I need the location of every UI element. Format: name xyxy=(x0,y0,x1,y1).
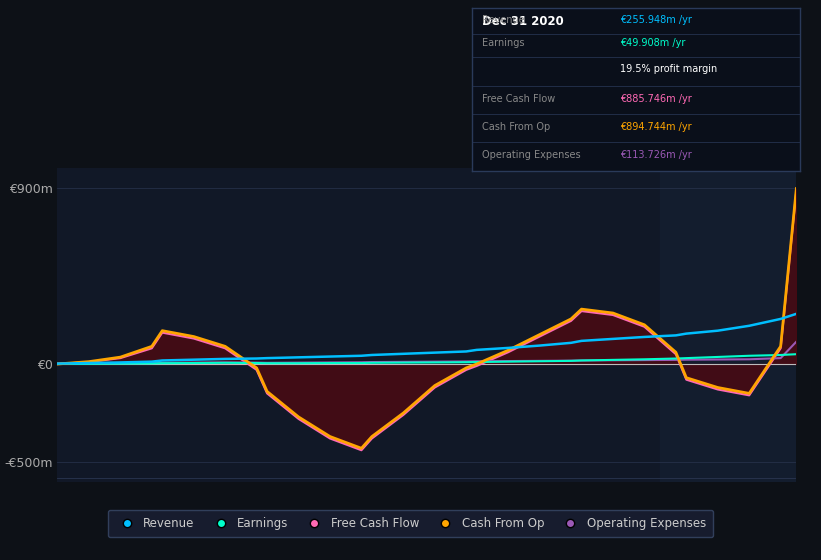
Text: Cash From Op: Cash From Op xyxy=(482,122,550,132)
Text: Free Cash Flow: Free Cash Flow xyxy=(482,95,555,105)
Text: €255.948m /yr: €255.948m /yr xyxy=(620,15,692,25)
Text: €113.726m /yr: €113.726m /yr xyxy=(620,150,691,160)
Text: Earnings: Earnings xyxy=(482,38,525,48)
Text: €885.746m /yr: €885.746m /yr xyxy=(620,95,691,105)
Text: Operating Expenses: Operating Expenses xyxy=(482,150,580,160)
Text: 19.5% profit margin: 19.5% profit margin xyxy=(620,64,717,73)
Text: Dec 31 2020: Dec 31 2020 xyxy=(482,15,564,28)
Bar xyxy=(660,168,801,482)
Text: €49.908m /yr: €49.908m /yr xyxy=(620,38,686,48)
Text: €894.744m /yr: €894.744m /yr xyxy=(620,122,691,132)
Legend: Revenue, Earnings, Free Cash Flow, Cash From Op, Operating Expenses: Revenue, Earnings, Free Cash Flow, Cash … xyxy=(108,510,713,537)
Text: Revenue: Revenue xyxy=(482,15,525,25)
